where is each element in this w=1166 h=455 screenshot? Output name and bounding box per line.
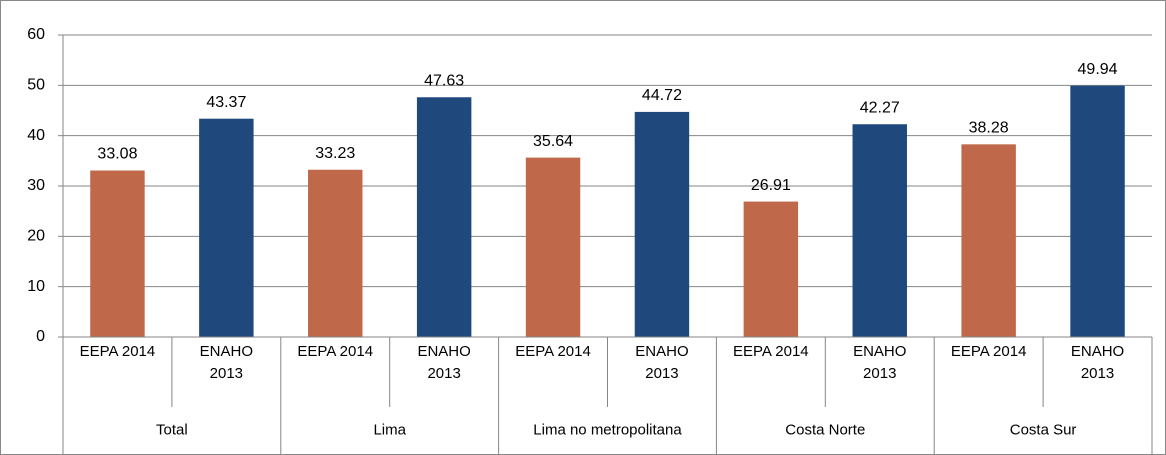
bar	[525, 157, 581, 337]
y-tick-label: 10	[27, 278, 45, 295]
sub-category-label: ENAHO 2013	[1070, 343, 1125, 382]
bar	[634, 111, 690, 337]
value-label: 49.94	[1078, 61, 1118, 78]
sub-category-label: EEPA 2014	[733, 343, 809, 360]
y-tick-label: 40	[27, 127, 45, 144]
sub-category-label: ENAHO 2013	[199, 343, 253, 382]
sub-label-box: ENAHO 2013	[199, 343, 253, 382]
sub-category-label: EEPA 2014	[515, 343, 591, 360]
value-label: 44.72	[642, 87, 682, 104]
y-tick-label: 0	[36, 328, 45, 345]
value-label: 47.63	[424, 72, 464, 89]
sub-category-label: ENAHO 2013	[417, 343, 471, 382]
bar	[852, 124, 907, 337]
sub-category-label: EEPA 2014	[79, 343, 156, 360]
bar	[743, 201, 799, 337]
group-label: Total	[156, 421, 188, 438]
y-tick-label: 30	[27, 177, 45, 194]
sub-category-label: ENAHO 2013	[635, 343, 689, 382]
value-label: 26.91	[751, 177, 791, 194]
group-label: Lima	[373, 421, 406, 438]
value-label: 35.64	[533, 133, 573, 150]
sub-label-box: ENAHO 2013	[635, 343, 689, 382]
sub-label-box: EEPA 2014	[79, 343, 156, 360]
group-label: Costa Sur	[1010, 421, 1077, 438]
sub-category-label: EEPA 2014	[297, 343, 374, 360]
y-tick-label: 60	[27, 26, 45, 43]
bar	[199, 118, 254, 337]
bar	[1070, 85, 1125, 337]
bar	[416, 97, 472, 338]
sub-label-box: ENAHO 2013	[853, 343, 907, 382]
value-label: 38.28	[969, 120, 1009, 137]
sub-label-box: EEPA 2014	[515, 343, 591, 360]
group-label: Costa Norte	[785, 421, 865, 438]
value-label: 33.23	[315, 145, 355, 162]
sub-category-label: EEPA 2014	[950, 343, 1027, 360]
sub-label-box: ENAHO 2013	[417, 343, 471, 382]
bar	[90, 170, 145, 337]
bar	[308, 169, 363, 337]
sub-label-box: ENAHO 2013	[1070, 343, 1125, 382]
sub-label-box: EEPA 2014	[950, 343, 1027, 360]
sub-category-label: ENAHO 2013	[853, 343, 907, 382]
y-tick-label: 20	[27, 228, 45, 245]
group-label: Lima no metropolitana	[533, 421, 682, 438]
value-label: 42.27	[860, 99, 900, 116]
bar	[961, 144, 1016, 337]
value-label: 43.37	[206, 94, 246, 111]
sub-label-box: EEPA 2014	[733, 343, 809, 360]
sub-label-box: EEPA 2014	[297, 343, 374, 360]
y-tick-label: 50	[27, 77, 45, 94]
value-label: 33.08	[97, 146, 137, 163]
